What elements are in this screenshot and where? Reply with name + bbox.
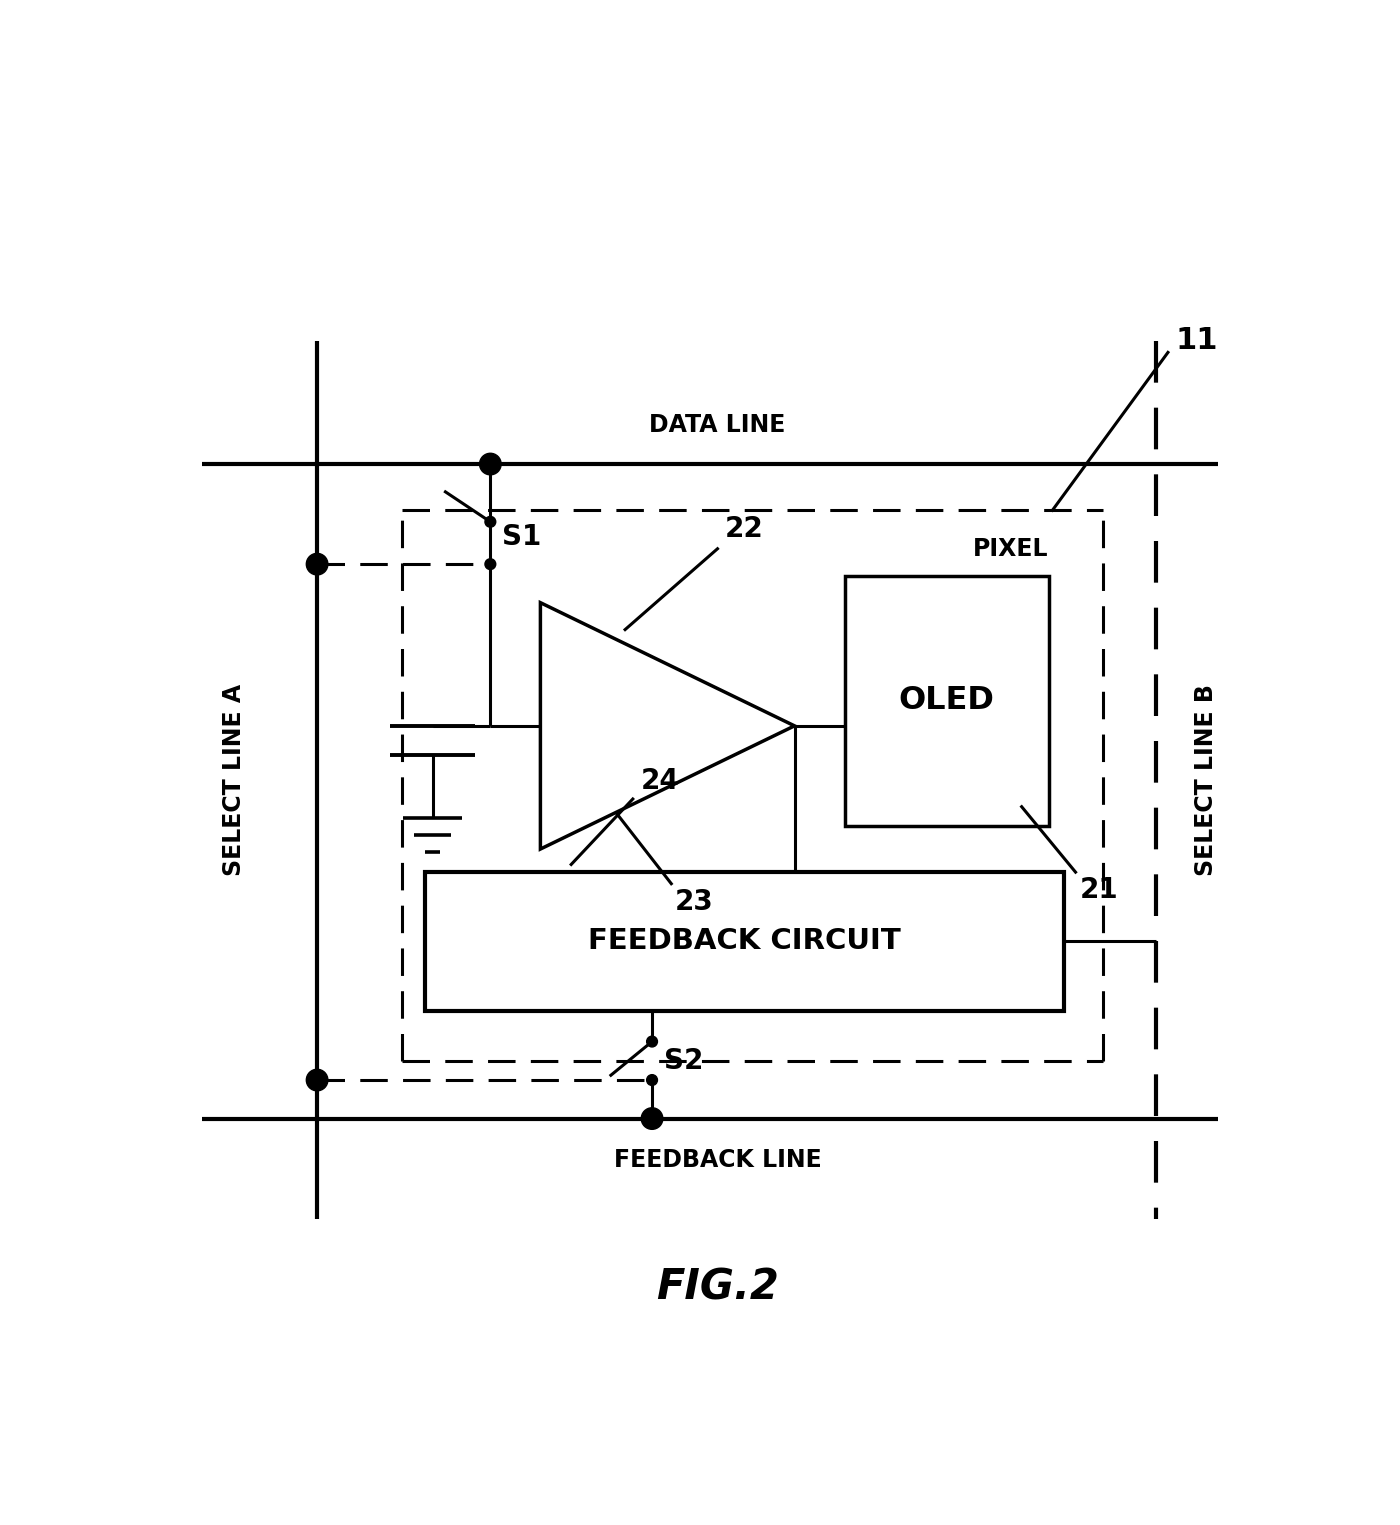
Circle shape bbox=[647, 1035, 658, 1048]
Circle shape bbox=[307, 1069, 328, 1090]
Circle shape bbox=[307, 554, 328, 575]
Bar bbox=[844, 576, 1049, 827]
Circle shape bbox=[647, 1075, 658, 1086]
Bar bbox=[426, 872, 1064, 1011]
Text: 23: 23 bbox=[675, 888, 714, 915]
Text: SELECT LINE B: SELECT LINE B bbox=[1194, 683, 1218, 875]
Text: FEEDBACK LINE: FEEDBACK LINE bbox=[613, 1148, 822, 1171]
Circle shape bbox=[480, 453, 501, 474]
Circle shape bbox=[484, 517, 496, 528]
Text: 24: 24 bbox=[641, 767, 679, 795]
Circle shape bbox=[641, 1107, 662, 1130]
Text: S1: S1 bbox=[503, 523, 542, 551]
Text: FEEDBACK CIRCUIT: FEEDBACK CIRCUIT bbox=[588, 927, 900, 956]
Text: S2: S2 bbox=[664, 1046, 703, 1075]
Text: SELECT LINE A: SELECT LINE A bbox=[223, 683, 246, 875]
Text: PIXEL: PIXEL bbox=[973, 537, 1049, 561]
Text: FIG.2: FIG.2 bbox=[657, 1267, 778, 1308]
Text: 22: 22 bbox=[725, 514, 764, 543]
Text: 11: 11 bbox=[1176, 326, 1218, 355]
Text: OLED: OLED bbox=[899, 685, 994, 717]
Text: DATA LINE: DATA LINE bbox=[650, 413, 785, 438]
Text: 21: 21 bbox=[1079, 875, 1119, 904]
Circle shape bbox=[484, 558, 496, 569]
